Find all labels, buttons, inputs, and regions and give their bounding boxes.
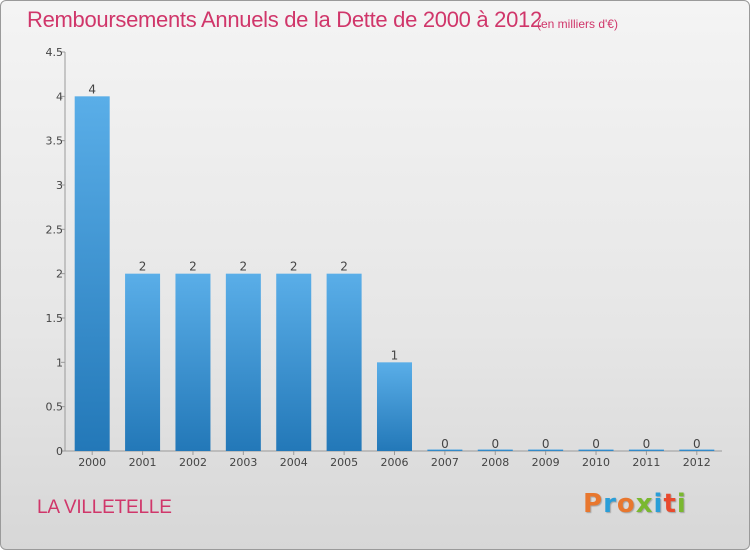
x-tick-label: 2007 [431,456,459,469]
y-tick-label: 3 [56,179,63,192]
data-label-2006: 1 [391,348,399,362]
data-label-2003: 2 [240,260,248,274]
data-label-2012: 0 [693,437,701,451]
bar-2002 [175,273,211,451]
bar-2012 [679,449,715,451]
bar-2005 [326,273,362,451]
data-label-2001: 2 [139,260,147,274]
logo-letter: P [583,489,604,519]
data-label-2008: 0 [491,437,499,451]
data-label-2010: 0 [592,437,600,451]
bar-2008 [477,449,513,451]
bar-2011 [628,449,664,451]
y-tick-label: 4.5 [46,46,64,59]
chart-bars [74,96,715,451]
y-tick-label: 1 [56,356,63,369]
x-tick-label: 2011 [632,456,660,469]
data-label-2002: 2 [189,260,197,274]
bar-2009 [528,449,564,451]
x-tick-label: 2010 [582,456,610,469]
x-tick-label: 2001 [129,456,157,469]
logo-letter: r [603,489,617,519]
data-label-2005: 2 [340,260,348,274]
x-tick-label: 2004 [280,456,308,469]
x-tick-label: 2003 [229,456,257,469]
logo-letter: t [663,489,677,519]
y-tick-label: 2.5 [46,223,64,236]
x-tick-label: 2005 [330,456,358,469]
x-tick-label: 2008 [481,456,509,469]
logo-letter: i [676,489,687,519]
logo-letter: i [653,489,664,519]
chart-title: Remboursements Annuels de la Dette de 20… [27,7,542,32]
y-tick-label: 1.5 [46,312,64,325]
chart-unit: (en milliers d'€) [537,17,618,31]
data-label-2007: 0 [441,437,449,451]
bar-2004 [276,273,312,451]
data-label-2009: 0 [542,437,550,451]
commune-name: LA VILLETELLE [37,497,172,518]
data-label-2011: 0 [643,437,651,451]
y-tick-label: 0 [56,445,63,458]
proxiti-logo[interactable]: Proxiti [583,489,687,519]
bar-2010 [578,449,614,451]
x-tick-label: 2006 [381,456,409,469]
data-label-2000: 4 [88,82,96,96]
logo-letter: x [635,489,654,519]
x-tick-label: 2009 [532,456,560,469]
bar-2007 [427,449,463,451]
bar-2000 [74,96,110,451]
logo-letter: o [616,489,636,519]
y-tick-label: 2 [56,268,63,281]
data-label-2004: 2 [290,260,298,274]
bar-2006 [377,362,412,451]
bar-2001 [125,273,161,451]
y-tick-label: 0.5 [46,401,64,414]
x-tick-label: 2012 [683,456,711,469]
bar-2003 [225,273,261,451]
x-tick-label: 2000 [78,456,106,469]
chart-data-labels: 4 2 2 2 2 2 1 0 0 0 0 0 0 [88,82,700,451]
x-tick-label: 2002 [179,456,207,469]
y-tick-label: 3.5 [46,135,64,148]
y-tick-label: 4 [56,90,63,103]
